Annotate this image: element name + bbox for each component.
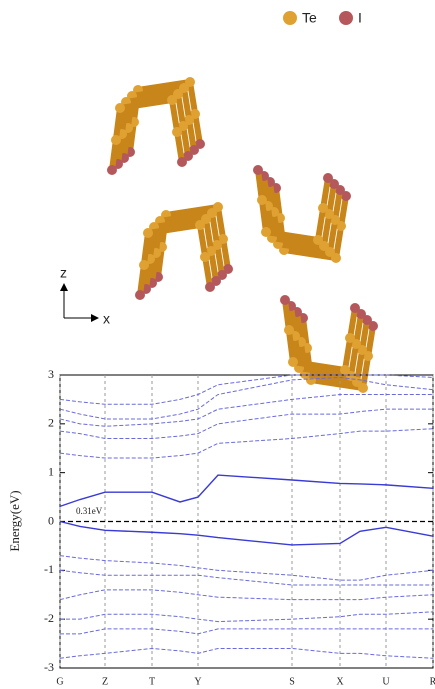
figure: Te I z x Energy(eV) 0.31eV G Z T Y S X U R -3 -2 -… [0,0,435,689]
x-tick-label: S [289,676,295,687]
x-tick-label: G [56,676,63,687]
y-tick-label: 1 [48,464,54,478]
structure-legend: Te I [283,10,362,26]
band-dashed [60,629,433,634]
band-dashed [60,648,433,658]
band [60,522,433,545]
axis-x: x [103,311,110,327]
axis-glyph: z x [60,265,110,327]
crystal-structure [107,77,378,393]
gap-annotation: 0.31eV [76,506,103,516]
band-dashed [60,377,433,419]
band-structure: Energy(eV) 0.31eV G Z T Y S X U R -3 -2 -1 0 1 2 3 [7,367,435,688]
y-axis-label: Energy(eV) [7,490,22,551]
y-tick-label: 3 [48,367,54,381]
band-dashed [60,409,433,438]
x-tick-label: T [149,676,155,687]
band [60,475,433,506]
band-dashed [60,375,433,404]
y-tick-label: -3 [44,660,54,674]
y-tick-label: -2 [44,611,54,625]
x-tick-label: R [430,676,435,687]
x-tick-label: X [336,676,344,687]
y-tick-label: 0 [48,513,54,527]
te-marker [283,11,297,25]
i-marker [339,11,353,25]
x-tick-label: Y [194,676,201,687]
legend-te: Te [302,10,317,26]
band-dashed [60,429,433,458]
y-tick-label: -1 [44,562,54,576]
axis-z: z [60,265,67,281]
band-dashed [60,556,433,580]
x-tick-label: U [382,676,390,687]
legend-i: I [358,10,362,26]
band-dashed [60,612,433,622]
band-dashed [60,590,433,600]
x-tick-label: Z [102,676,108,687]
y-tick-label: 2 [48,416,54,430]
